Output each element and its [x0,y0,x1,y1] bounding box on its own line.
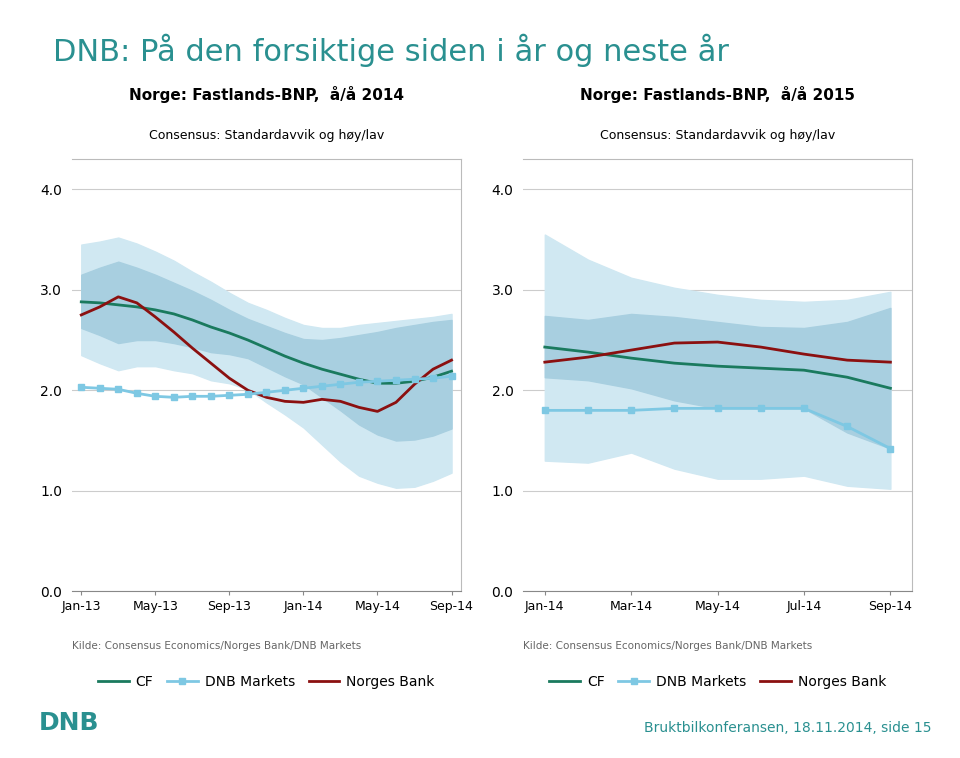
Legend: CF, DNB Markets, Norges Bank: CF, DNB Markets, Norges Bank [543,669,892,694]
Text: Norge: Fastlands-BNP,  å/å 2015: Norge: Fastlands-BNP, å/å 2015 [580,86,855,103]
Text: Consensus: Standardavvik og høy/lav: Consensus: Standardavvik og høy/lav [600,129,835,142]
Text: Bruktbilkonferansen, 18.11.2014, side 15: Bruktbilkonferansen, 18.11.2014, side 15 [644,722,931,735]
Text: DNB: På den forsiktige siden i år og neste år: DNB: På den forsiktige siden i år og nes… [53,34,729,67]
Text: Kilde: Consensus Economics/Norges Bank/DNB Markets: Kilde: Consensus Economics/Norges Bank/D… [72,641,361,650]
Text: Consensus: Standardavvik og høy/lav: Consensus: Standardavvik og høy/lav [149,129,384,142]
Legend: CF, DNB Markets, Norges Bank: CF, DNB Markets, Norges Bank [92,669,441,694]
Text: DNB: DNB [38,711,99,735]
Text: Kilde: Consensus Economics/Norges Bank/DNB Markets: Kilde: Consensus Economics/Norges Bank/D… [523,641,812,650]
Text: Norge: Fastlands-BNP,  å/å 2014: Norge: Fastlands-BNP, å/å 2014 [129,86,404,103]
